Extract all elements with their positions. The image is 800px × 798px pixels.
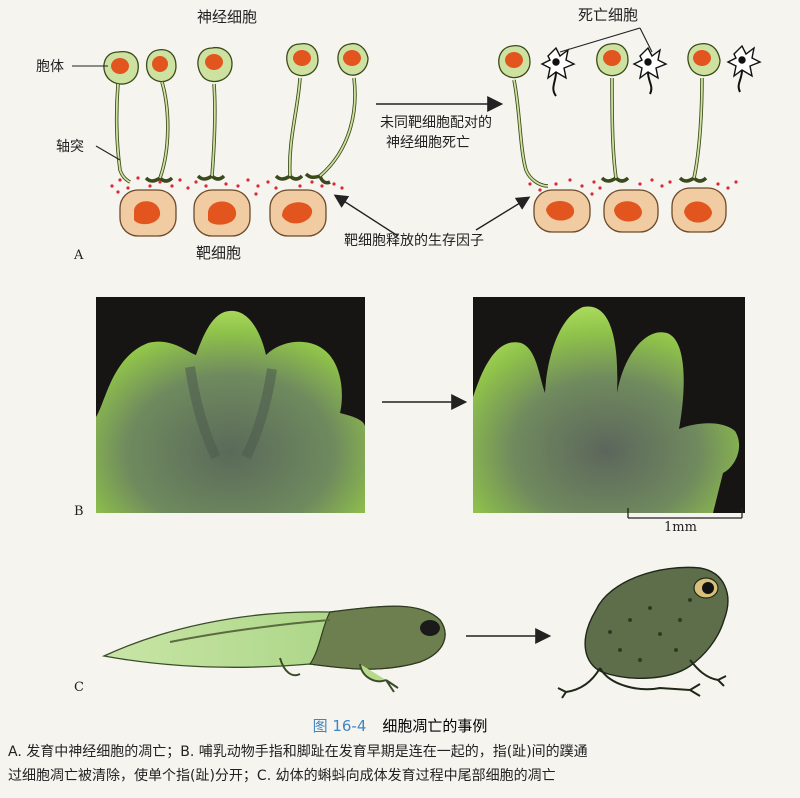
figure-number: 图 16-4 [312,717,367,735]
neuron-left-2 [144,48,177,183]
target-cell-left-3 [269,189,327,237]
panel-a-diagram [72,27,762,237]
soma-label: 胞体 [36,59,64,75]
embryo-paw-late-photo [473,297,745,513]
dead-cell-1 [540,46,576,97]
scale-label: 1mm [664,520,697,535]
arrow-text-line2: 神经细胞死亡 [386,135,470,151]
dead-cell-3 [726,44,762,93]
panel-a-label: A [74,248,84,263]
panel-b-label: B [74,504,84,519]
embryo-paw-early-photo [96,297,365,513]
axon-label: 轴突 [56,139,84,155]
label-leader-lines [72,27,653,161]
figure-title: 细胞凋亡的事例 [382,717,488,735]
factor-arrow-left [333,194,399,237]
target-cell-label: 靶细胞 [196,244,242,262]
factor-arrow-right [475,196,531,231]
neuron-left-3 [196,46,233,181]
neuron-title: 神经细胞 [197,8,258,26]
neuron-left-1 [103,50,139,184]
arrow-text-line1: 未同靶细胞配对的 [380,115,492,131]
neuron-left-4 [274,42,319,181]
panel-c-label: C [74,680,84,695]
target-cell-left-2 [193,189,251,237]
neuron-right-3 [678,42,721,183]
scale-bar [627,508,743,519]
target-cell-left-1 [119,189,177,237]
frog [557,566,729,699]
neuron-right-2 [596,42,630,183]
dead-cell-title: 死亡细胞 [578,6,639,24]
caption-line-1: A. 发育中神经细胞的凋亡；B. 哺乳动物手指和脚趾在发育早期是连在一起的，指(… [8,744,588,760]
tadpole [101,605,446,693]
target-cell-right-1 [533,189,591,233]
tadpole-frog-illustration [101,566,729,699]
survival-factor-label: 靶细胞释放的生存因子 [344,233,484,249]
dead-cell-2 [632,46,668,95]
survival-factor-dots-left [110,176,344,196]
neuron-left-5 [304,42,369,185]
neuron-right-1 [498,44,549,188]
caption-line-2: 过细胞凋亡被清除，使单个指(趾)分开；C. 幼体的蝌蚪向成体发育过程中尾部细胞的… [8,768,556,784]
panel-b-arrow [382,394,468,410]
figure-caption-title: 图 16-4 细胞凋亡的事例 [0,715,800,736]
target-cell-right-2 [603,189,659,233]
target-cell-right-3 [671,187,727,233]
survival-factor-dots-right [528,178,738,196]
figure-caption-body: A. 发育中神经细胞的凋亡；B. 哺乳动物手指和脚趾在发育早期是连在一起的，指(… [8,740,793,788]
